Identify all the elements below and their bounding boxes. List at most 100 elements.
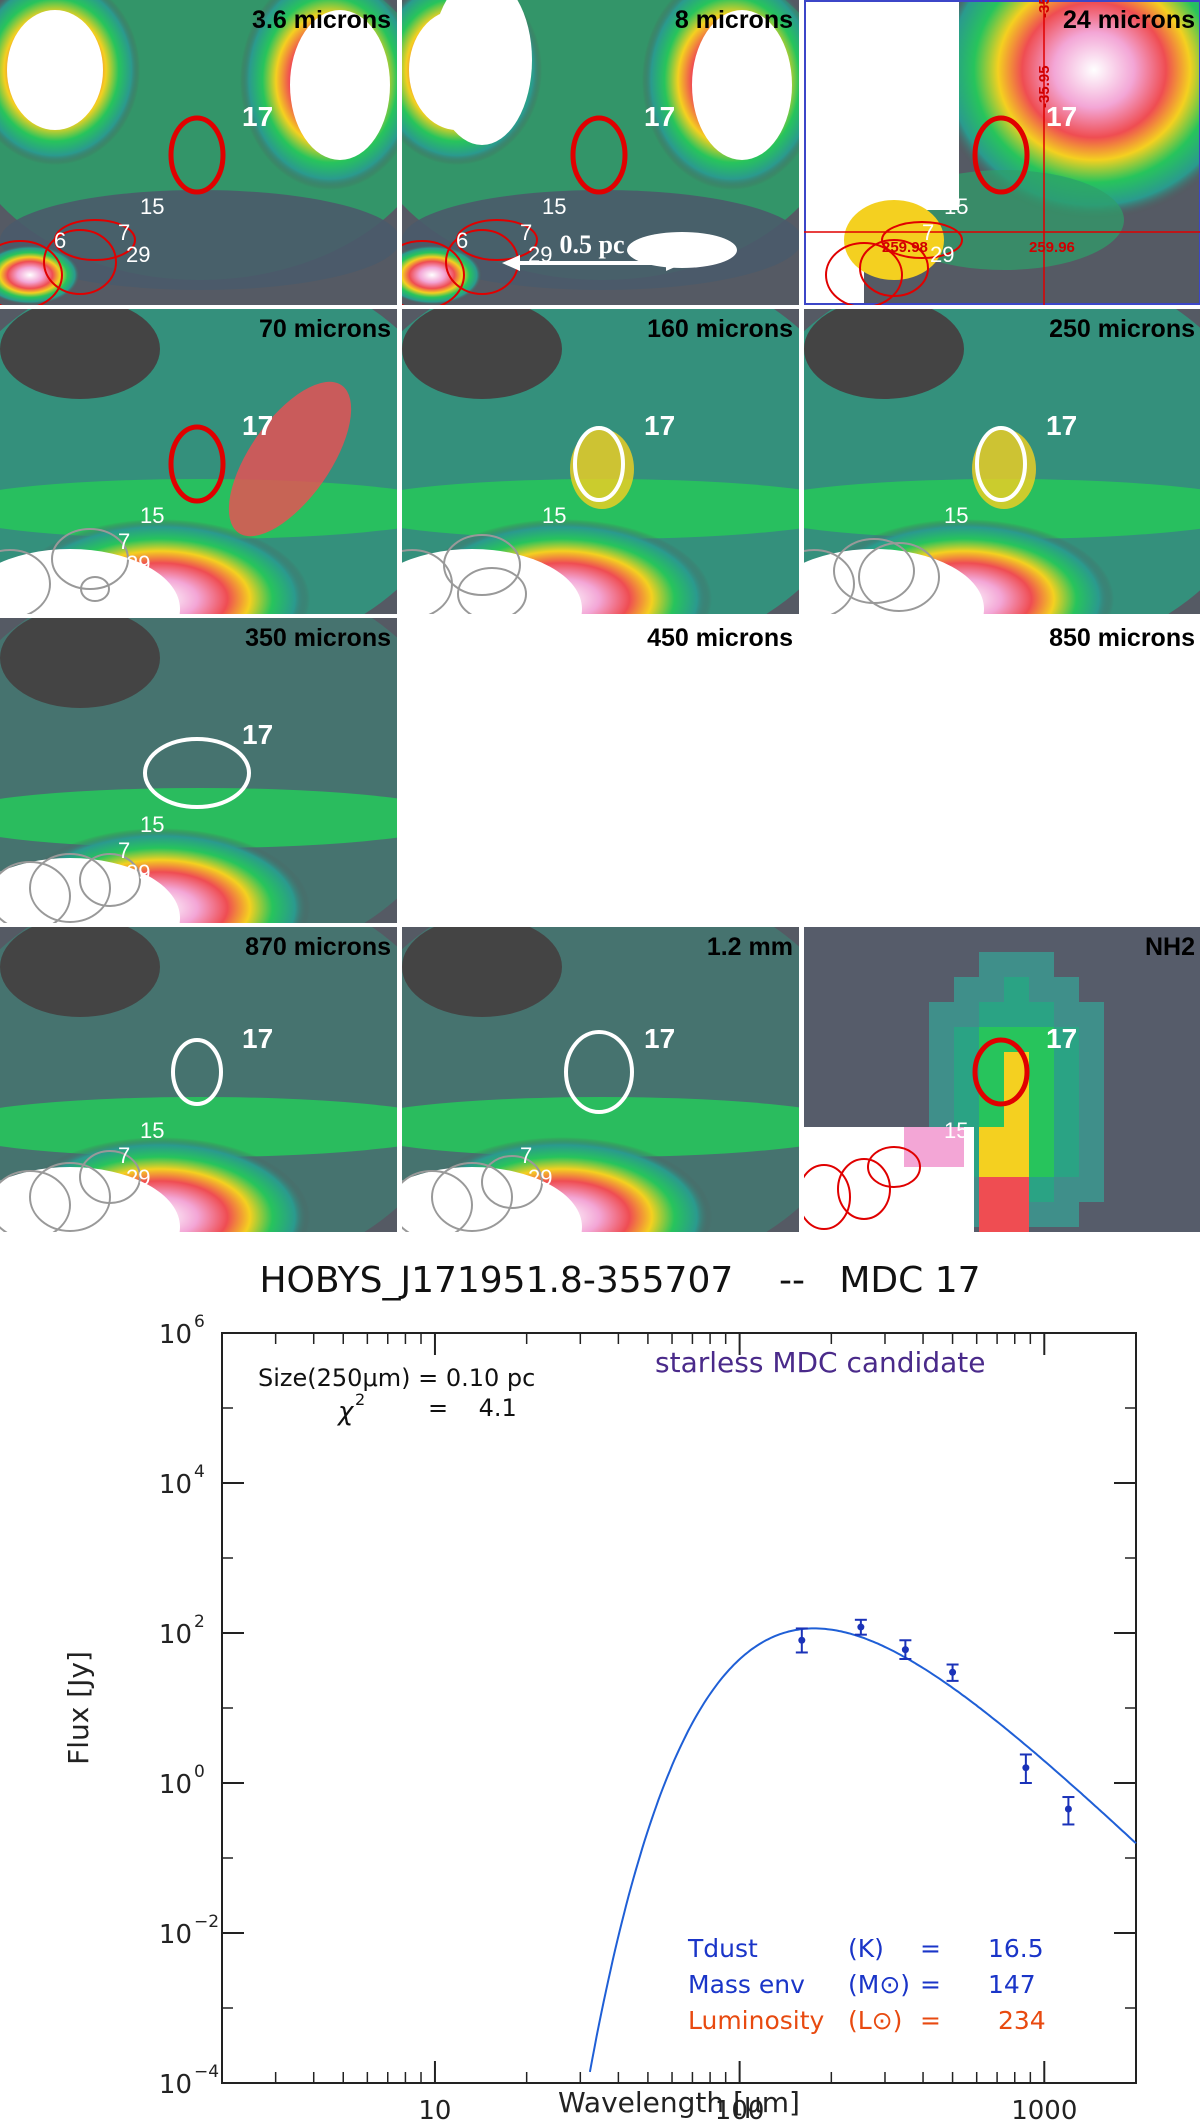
- source-label: 6: [456, 228, 469, 253]
- neighbor-source-ellipse: [457, 567, 527, 614]
- neighbor-source-ellipse: [0, 861, 71, 923]
- y-tick-exponent: 6: [194, 1312, 205, 1332]
- source-label: 17: [644, 101, 676, 132]
- y-tick-label: 10: [159, 2070, 192, 2100]
- panel-title: 450 microns: [647, 624, 793, 652]
- neighbor-source-ellipse: [51, 528, 129, 590]
- source-label: 15: [140, 812, 165, 837]
- y-tick-exponent: −2: [194, 1912, 219, 1932]
- source-label: 29: [126, 860, 151, 885]
- sed-point: [899, 1639, 912, 1661]
- panel-title: 24 microns: [1062, 6, 1195, 34]
- source-17-ellipse: [171, 1038, 223, 1106]
- panel-p870: 870 microns 17 15 7 29: [0, 927, 397, 1232]
- sed-fit-curve: [588, 1627, 1137, 2073]
- source-label: 17: [644, 1023, 676, 1054]
- source-17-ellipse: [972, 115, 1030, 195]
- sed-point: [854, 1618, 867, 1636]
- source-17-ellipse: [143, 737, 251, 809]
- tdust-name: Tdust: [687, 1934, 758, 1963]
- source-label: 7: [922, 220, 935, 245]
- neighbor-source-ellipse: [481, 1155, 543, 1209]
- panel-pnh2: NH2 17 15: [804, 927, 1200, 1232]
- panel-image: [804, 927, 1200, 1232]
- neighbor-source-ellipse: [881, 221, 963, 259]
- luminosity-unit: (L⊙): [848, 2006, 902, 2035]
- source-label: 29: [126, 1165, 151, 1190]
- panel-p8: 0.5 pc 8 microns 17 15 6 7 29: [402, 0, 799, 305]
- neighbor-source-ellipse: [29, 853, 111, 923]
- luminosity-row: Luminosity (L⊙) = 234: [688, 2006, 1046, 2035]
- source-label: 17: [242, 410, 274, 441]
- y-tick-label: 10: [159, 1770, 192, 1800]
- source-label: 29: [930, 242, 955, 267]
- panel-p350: 350 microns 17 15 7 29: [0, 618, 397, 923]
- source-17-ellipse: [975, 426, 1027, 502]
- panel-title: 250 microns: [1049, 315, 1195, 343]
- y-tick-exponent: 4: [194, 1462, 205, 1482]
- source-17-ellipse: [972, 1037, 1030, 1107]
- panel-image: [0, 927, 397, 1232]
- neighbor-source-ellipse: [0, 240, 63, 305]
- panel-p850: 850 microns: [804, 618, 1200, 923]
- sed-point: [795, 1627, 808, 1654]
- panel-title: 1.2 mm: [706, 933, 793, 961]
- neighbor-source-ellipse: [804, 1164, 851, 1230]
- neighbor-source-ellipse: [431, 1162, 513, 1232]
- source-label: 17: [1046, 410, 1078, 441]
- neighbor-source-ellipse: [867, 1146, 921, 1188]
- source-label: 17: [644, 410, 676, 441]
- panel-title: 70 microns: [258, 315, 391, 343]
- panel-p12: 1.2 mm 17 7 29: [402, 927, 799, 1232]
- source-label: 17: [1046, 101, 1078, 132]
- luminosity-name: Luminosity: [688, 2006, 825, 2035]
- scale-bar-label: 0.5 pc: [560, 230, 625, 259]
- coordinate-label: -35.95: [1036, 65, 1053, 108]
- category-annotation: starless MDC candidate: [655, 1346, 985, 1379]
- source-label: 15: [944, 1118, 969, 1143]
- panel-p250: 250 microns 17 15: [804, 309, 1200, 614]
- panel-title: 870 microns: [245, 933, 391, 961]
- coordinate-label: -35.9: [1036, 0, 1053, 18]
- panel-image: [402, 927, 799, 1232]
- neighbor-source-ellipse: [43, 229, 117, 295]
- panel-image: -35.95 -35.9 259.98 259.96: [804, 0, 1200, 305]
- panel-title: 350 microns: [245, 624, 391, 652]
- panel-image: 0.5 pc: [402, 0, 799, 305]
- source-label: 15: [140, 1118, 165, 1143]
- source-label: 17: [242, 719, 274, 750]
- panel-image: [0, 618, 397, 923]
- y-tick-exponent: 2: [194, 1612, 205, 1632]
- x-axis-ticks: 10 100 1000: [221, 1333, 1137, 2122]
- sed-data-points: [795, 1618, 1075, 1826]
- y-tick-label: 10: [159, 1620, 192, 1650]
- tdust-row: Tdust (K) = 16.5: [687, 1934, 1044, 1963]
- x-tick-label: 1000: [1011, 2096, 1077, 2122]
- chi-symbol: χ: [336, 1397, 355, 1427]
- neighbor-source-ellipse: [402, 240, 465, 305]
- tdust-unit: (K): [848, 1934, 884, 1963]
- source-label: 7: [520, 1143, 533, 1168]
- mass-name: Mass env: [688, 1970, 805, 1999]
- panel-image: [804, 618, 1200, 923]
- sed-point: [946, 1663, 959, 1682]
- neighbor-source-ellipse: [456, 219, 538, 261]
- chi-value: = 4.1: [428, 1394, 517, 1422]
- source-label: 29: [528, 1165, 553, 1190]
- y-axis-label: Flux [Jy]: [62, 1651, 95, 1765]
- image-panel-grid: 3.6 microns 17 15 6 7 29 0.5 pc 8 microns 17 15 6 7…: [0, 0, 1200, 1232]
- source-label: 7: [118, 838, 131, 863]
- neighbor-source-ellipse: [858, 542, 940, 612]
- panel-title: 3.6 microns: [252, 6, 391, 34]
- panel-image: [804, 309, 1200, 614]
- source-label: 7: [520, 220, 533, 245]
- panel-image: [0, 309, 397, 614]
- source-label: 15: [140, 194, 165, 219]
- source-label: 17: [242, 1023, 274, 1054]
- source-label: 29: [126, 551, 151, 576]
- panel-image: [0, 0, 397, 305]
- panel-p70: 70 microns 17 15 7 29: [0, 309, 397, 614]
- neighbor-source-ellipse: [0, 1170, 71, 1232]
- panel-title: NH2: [1144, 933, 1195, 961]
